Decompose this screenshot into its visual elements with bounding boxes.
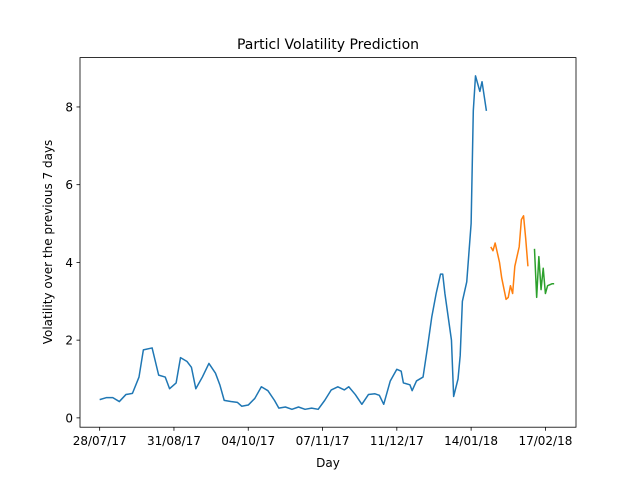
- y-tick-label: 6: [65, 178, 73, 192]
- chart-title: Particl Volatility Prediction: [237, 37, 419, 53]
- y-axis-label: Volatility over the previous 7 days: [41, 140, 55, 345]
- line-series: [533, 248, 555, 299]
- y-tick-label: 0: [65, 411, 73, 425]
- plot-frame: [79, 57, 577, 428]
- y-tick-label: 8: [65, 100, 73, 114]
- y-tick-label: 2: [65, 334, 73, 348]
- x-tick-label: 28/07/17: [73, 434, 127, 448]
- x-tick-label: 04/10/17: [221, 434, 275, 448]
- x-tick-label: 17/02/18: [518, 434, 572, 448]
- y-tick-label: 4: [65, 256, 73, 270]
- x-tick-label: 31/08/17: [147, 434, 201, 448]
- x-tick-label: 14/01/18: [444, 434, 498, 448]
- line-series: [490, 215, 529, 301]
- line-series: [99, 75, 488, 411]
- x-axis-label: Day: [316, 456, 340, 470]
- x-tick-label: 11/12/17: [370, 434, 424, 448]
- x-tick-label: 07/11/17: [296, 434, 350, 448]
